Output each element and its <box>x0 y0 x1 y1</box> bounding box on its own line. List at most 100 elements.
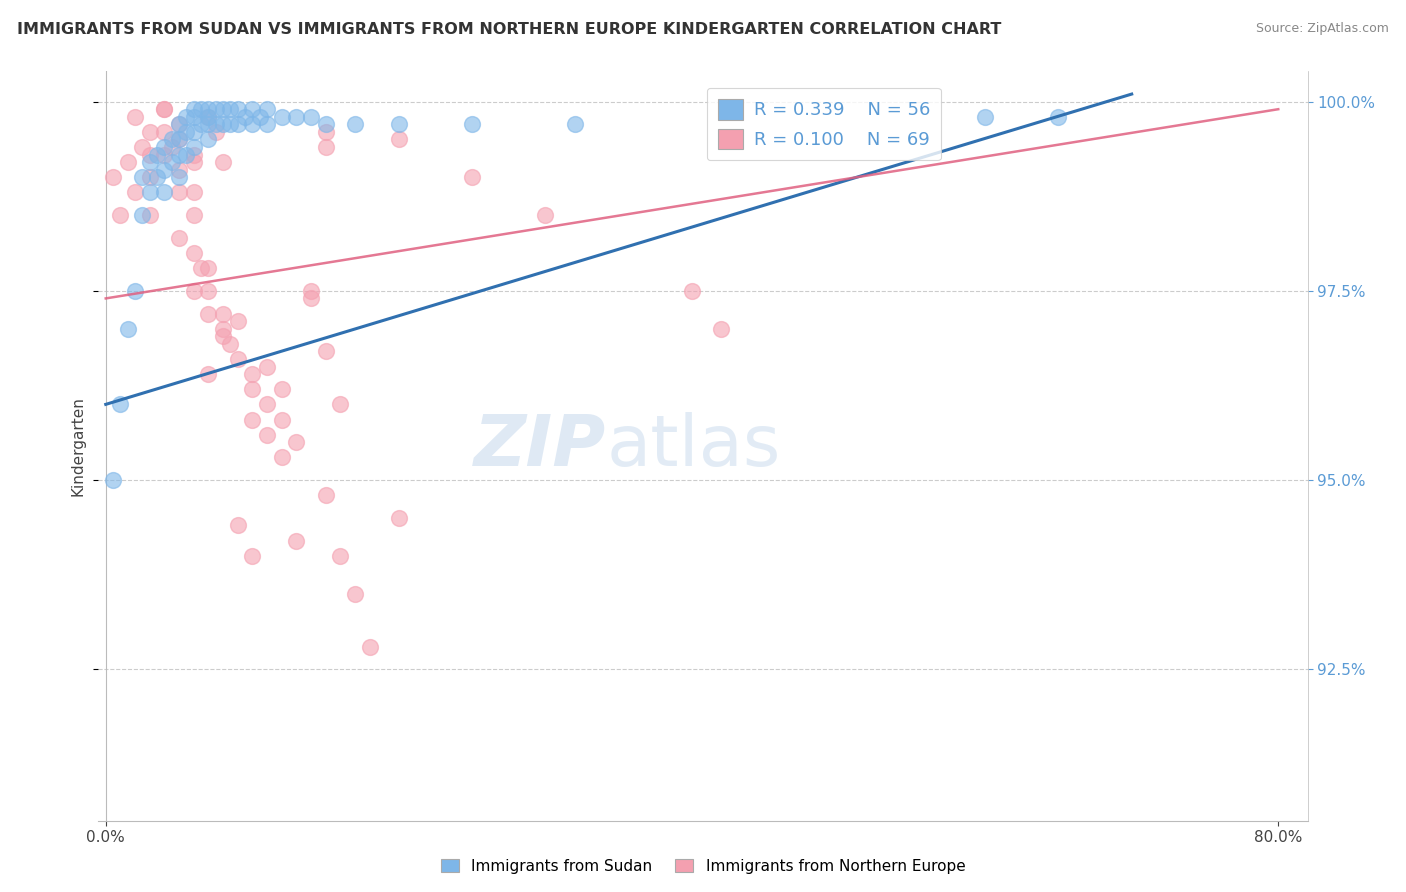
Point <box>131 170 153 185</box>
Point <box>204 117 226 131</box>
Point <box>285 110 308 124</box>
Point <box>183 147 205 161</box>
Point <box>183 155 205 169</box>
Point <box>167 117 190 131</box>
Point <box>153 102 176 116</box>
Point <box>343 586 366 600</box>
Point <box>183 110 205 124</box>
Point <box>204 102 226 116</box>
Point <box>183 125 205 139</box>
Text: IMMIGRANTS FROM SUDAN VS IMMIGRANTS FROM NORTHERN EUROPE KINDERGARTEN CORRELATIO: IMMIGRANTS FROM SUDAN VS IMMIGRANTS FROM… <box>17 22 1001 37</box>
Point <box>388 117 411 131</box>
Point <box>153 102 176 116</box>
Point <box>270 450 292 465</box>
Point <box>167 162 190 177</box>
Point <box>183 208 205 222</box>
Point <box>101 170 124 185</box>
Point <box>131 208 153 222</box>
Point <box>146 170 169 185</box>
Point <box>138 155 160 169</box>
Point <box>256 117 278 131</box>
Point <box>183 246 205 260</box>
Point <box>197 367 219 381</box>
Point <box>249 110 271 124</box>
Point <box>146 147 169 161</box>
Point <box>285 435 308 450</box>
Point <box>564 117 586 131</box>
Point <box>212 329 235 343</box>
Point <box>212 321 235 335</box>
Point <box>153 125 176 139</box>
Point <box>329 549 352 563</box>
Point <box>240 382 263 396</box>
Point <box>117 321 139 335</box>
Point <box>240 102 263 116</box>
Legend: Immigrants from Sudan, Immigrants from Northern Europe: Immigrants from Sudan, Immigrants from N… <box>434 853 972 880</box>
Point <box>176 125 198 139</box>
Point <box>197 110 219 124</box>
Point <box>256 397 278 411</box>
Point <box>270 412 292 426</box>
Point <box>124 284 146 298</box>
Point <box>138 125 160 139</box>
Point <box>212 307 235 321</box>
Point <box>219 117 242 131</box>
Point <box>160 140 183 154</box>
Point <box>315 117 337 131</box>
Point <box>388 511 411 525</box>
Point <box>315 125 337 139</box>
Point <box>197 102 219 116</box>
Point <box>212 117 235 131</box>
Point <box>315 344 337 359</box>
Point <box>240 117 263 131</box>
Point <box>183 102 205 116</box>
Point <box>343 117 366 131</box>
Text: atlas: atlas <box>606 411 780 481</box>
Point <box>974 110 997 124</box>
Point <box>131 140 153 154</box>
Point <box>461 170 484 185</box>
Point <box>167 231 190 245</box>
Point <box>1047 110 1070 124</box>
Point <box>270 382 292 396</box>
Point <box>256 427 278 442</box>
Point <box>256 359 278 374</box>
Point <box>197 284 219 298</box>
Point <box>167 147 190 161</box>
Point <box>212 155 235 169</box>
Point <box>153 147 176 161</box>
Point <box>219 102 242 116</box>
Point <box>240 412 263 426</box>
Point <box>226 117 249 131</box>
Point <box>117 155 139 169</box>
Point <box>240 367 263 381</box>
Point <box>153 186 176 200</box>
Point <box>219 336 242 351</box>
Point <box>299 284 322 298</box>
Point <box>190 261 212 276</box>
Point <box>101 473 124 487</box>
Text: ZIP: ZIP <box>474 411 606 481</box>
Point <box>299 110 322 124</box>
Point <box>285 533 308 548</box>
Point <box>710 321 733 335</box>
Point <box>167 132 190 146</box>
Point <box>226 314 249 328</box>
Point <box>270 110 292 124</box>
Point <box>176 147 198 161</box>
Point <box>329 397 352 411</box>
Point <box>160 155 183 169</box>
Point <box>197 307 219 321</box>
Point <box>256 102 278 116</box>
Legend: R = 0.339    N = 56, R = 0.100    N = 69: R = 0.339 N = 56, R = 0.100 N = 69 <box>707 88 941 161</box>
Text: Source: ZipAtlas.com: Source: ZipAtlas.com <box>1256 22 1389 36</box>
Point <box>315 488 337 502</box>
Point <box>240 549 263 563</box>
Point <box>138 170 160 185</box>
Point <box>233 110 256 124</box>
Point <box>167 186 190 200</box>
Point <box>197 132 219 146</box>
Point <box>110 208 132 222</box>
Point <box>226 518 249 533</box>
Point <box>315 140 337 154</box>
